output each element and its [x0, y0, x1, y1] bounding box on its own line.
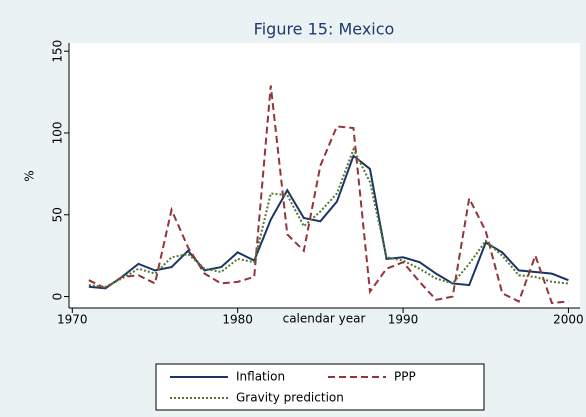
x-tick-label: 2000	[553, 313, 584, 327]
y-tick-label: 100	[51, 122, 65, 145]
legend-label: Inflation	[236, 370, 285, 384]
x-tick-label: 1970	[57, 313, 88, 327]
x-axis-label: calendar year	[283, 312, 366, 326]
y-axis-label: %	[23, 170, 37, 181]
y-tick-label: 0	[51, 293, 65, 301]
plot-area	[69, 43, 580, 308]
x-tick-label: 1980	[222, 313, 253, 327]
y-tick-label: 150	[51, 40, 65, 63]
series-line	[88, 146, 569, 288]
chart-title: Figure 15: Mexico	[254, 20, 395, 39]
legend	[155, 363, 485, 411]
x-tick-label: 1990	[388, 313, 419, 327]
legend-label: PPP	[394, 370, 416, 384]
y-tick-label: 50	[51, 207, 65, 222]
legend-label: Gravity prediction	[236, 391, 344, 405]
series-line	[88, 85, 569, 305]
